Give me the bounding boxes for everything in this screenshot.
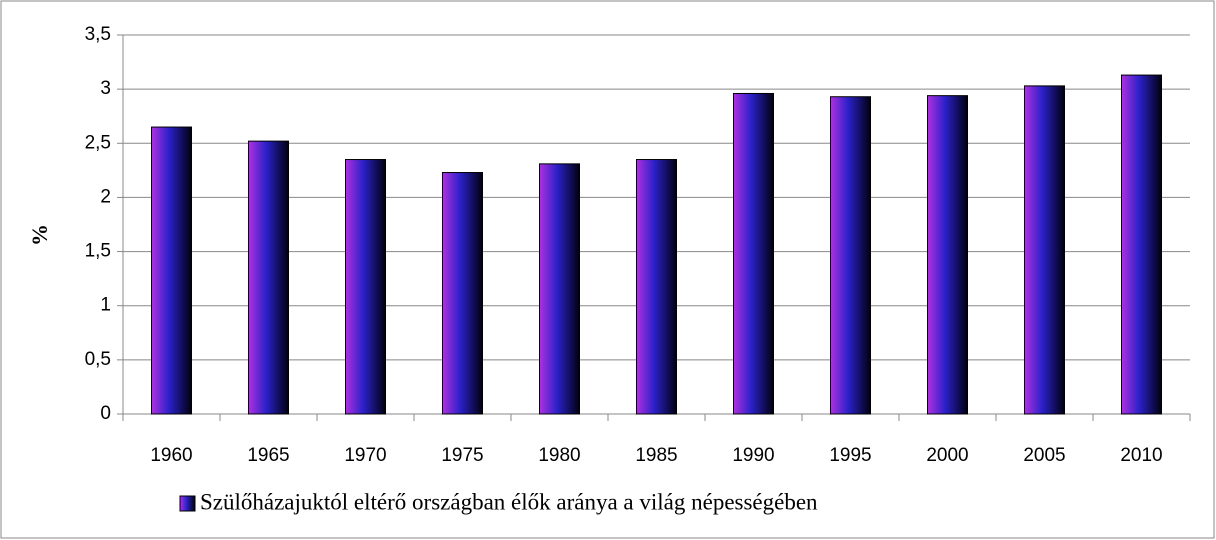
- x-tick-label: 1960: [150, 445, 192, 466]
- y-tick-label: 1,5: [85, 241, 111, 262]
- bar: [1121, 74, 1162, 415]
- legend-label: Szülőházajuktól eltérő országban élők ar…: [200, 489, 818, 514]
- x-tick-label: 1980: [538, 445, 580, 466]
- bar: [345, 159, 386, 415]
- x-tick-label: 2010: [1120, 445, 1162, 466]
- x-tick-label: 1995: [829, 445, 871, 466]
- y-tick-label: 3,5: [85, 24, 111, 45]
- y-tick-label: 2: [100, 186, 111, 207]
- bar: [539, 163, 580, 415]
- y-tick-label: 1: [100, 295, 111, 316]
- y-axis-label: %: [27, 224, 52, 246]
- bar: [248, 140, 289, 415]
- x-tick-label: 1990: [732, 445, 774, 466]
- legend-swatch: [179, 495, 196, 512]
- x-tick-label: 2005: [1023, 445, 1065, 466]
- x-tick-label: 1975: [441, 445, 483, 466]
- bar: [151, 126, 192, 415]
- y-tick-label: 3: [100, 78, 111, 99]
- x-tick-label: 2000: [926, 445, 968, 466]
- bar: [830, 96, 871, 415]
- bar: [927, 95, 968, 415]
- y-tick-label: 0,5: [85, 349, 111, 370]
- x-tick-label: 1970: [344, 445, 386, 466]
- bar: [442, 172, 483, 415]
- bar: [1024, 85, 1065, 415]
- y-tick-label: 2,5: [85, 132, 111, 153]
- bar: [636, 159, 677, 415]
- x-tick-label: 1985: [635, 445, 677, 466]
- x-tick-label: 1965: [247, 445, 289, 466]
- bar: [733, 92, 774, 415]
- y-tick-label: 0: [100, 403, 111, 424]
